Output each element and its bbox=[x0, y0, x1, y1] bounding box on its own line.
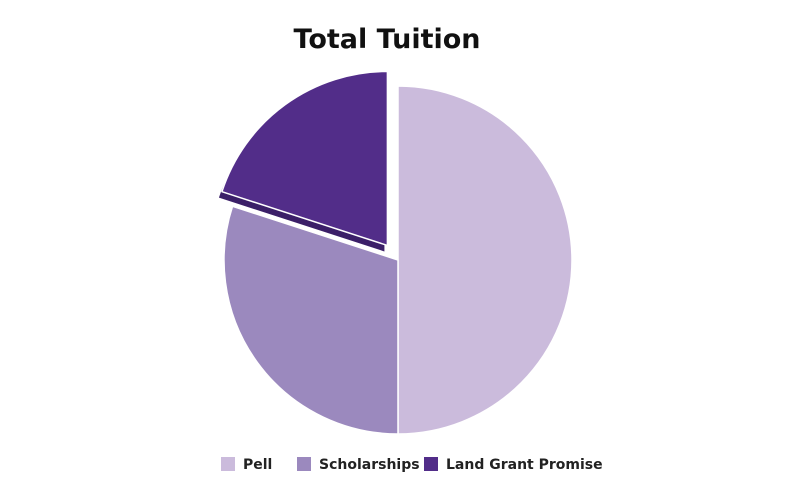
chart-title: Total Tuition bbox=[293, 24, 480, 55]
legend-swatch-scholarships bbox=[297, 457, 311, 471]
legend-label-scholarships: Scholarships bbox=[319, 457, 420, 473]
slice-land-grant-promise bbox=[221, 70, 389, 247]
pie-slices bbox=[218, 70, 573, 435]
legend-swatch-land-grant-promise bbox=[424, 457, 438, 471]
legend-label-land-grant-promise: Land Grant Promise bbox=[446, 457, 603, 473]
legend-label-pell: Pell bbox=[243, 457, 272, 473]
slice-pell bbox=[397, 85, 573, 435]
slice-scholarships bbox=[223, 205, 399, 435]
legend-swatch-pell bbox=[221, 457, 235, 471]
legend: Pell Scholarships Land Grant Promise bbox=[221, 457, 603, 473]
